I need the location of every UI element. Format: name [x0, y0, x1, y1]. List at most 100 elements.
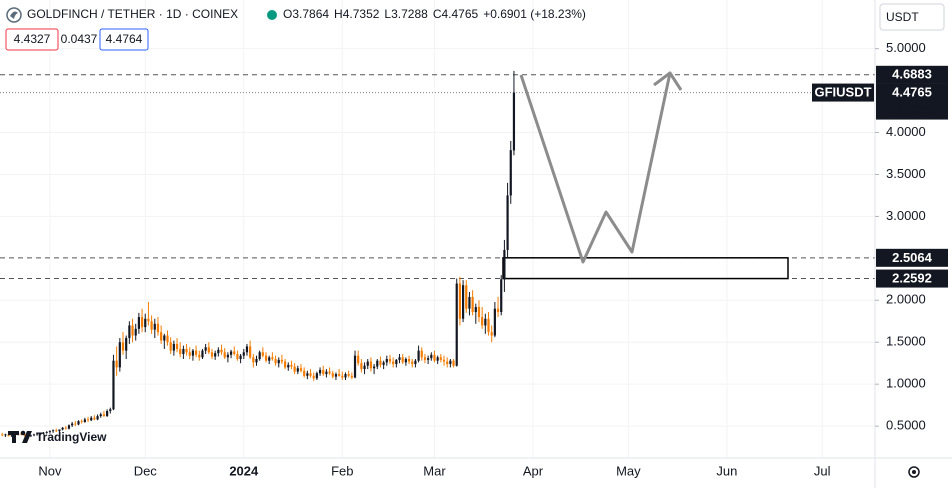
candle-body — [442, 359, 446, 362]
candle-body — [77, 421, 80, 425]
candle-body — [175, 343, 179, 349]
level-label: 2.5064 — [892, 250, 933, 265]
ohlc-value: L3.7288 — [384, 7, 428, 21]
candle-body — [334, 374, 338, 377]
candle-body — [293, 366, 296, 372]
candle-body — [74, 423, 77, 425]
candle-body — [322, 369, 325, 375]
candle-body — [496, 308, 500, 313]
bid-box[interactable] — [5, 28, 59, 51]
candle-body — [210, 352, 214, 357]
y-tick-label: 2.0000 — [886, 292, 926, 307]
candle-body — [363, 365, 366, 370]
x-tick-label: Apr — [523, 463, 544, 478]
candle-body — [102, 414, 106, 417]
candle-body — [353, 355, 357, 378]
logo-part — [22, 431, 32, 443]
candle-body — [195, 350, 198, 355]
candle-body — [404, 359, 407, 363]
candle-body — [198, 354, 201, 358]
candles — [1, 70, 516, 438]
watermark-logo — [8, 430, 32, 443]
candle-body — [366, 361, 369, 366]
candle-body — [51, 430, 55, 432]
candle-body — [376, 360, 379, 367]
market-status — [267, 10, 277, 20]
candle-body — [506, 195, 509, 250]
candle-body — [347, 374, 350, 376]
symbol-logo-mark — [10, 11, 18, 19]
grid — [0, 0, 875, 458]
candle-body — [477, 307, 481, 318]
level-label: 2.2592 — [892, 270, 932, 285]
candle-body — [471, 296, 474, 313]
candle-body — [433, 354, 436, 361]
y-tick-label: 4.0000 — [886, 124, 926, 139]
candle-body — [191, 350, 195, 356]
candle-body — [372, 366, 376, 369]
candle-body — [156, 323, 160, 333]
ohlc-value: H4.7352 — [334, 7, 380, 21]
candle-body — [214, 353, 217, 357]
candle-body — [449, 360, 452, 365]
level-label: 4.6883 — [892, 67, 932, 82]
candle-body — [217, 349, 220, 354]
x-tick-label: Jul — [814, 463, 831, 478]
candle-body — [306, 373, 309, 376]
symbol-label: GFIUSDT — [814, 85, 871, 100]
candle-body — [261, 352, 264, 356]
candle-body — [341, 375, 344, 378]
candle-body — [239, 355, 242, 360]
ask-box[interactable] — [99, 28, 149, 51]
candle-body — [7, 434, 10, 437]
candle-body — [430, 354, 433, 359]
candle-body — [299, 368, 303, 371]
ohlc-legend: O3.7864 H4.7352 L3.7288 C4.4765 +0.6901 (+18… — [283, 7, 586, 21]
candle-body — [436, 357, 439, 361]
candle-body — [48, 431, 52, 432]
currency-label: USDT — [886, 10, 919, 24]
candle-body — [23, 434, 26, 436]
levels — [0, 74, 875, 280]
candle-body — [125, 338, 128, 351]
candle-body — [274, 359, 277, 364]
candle-body — [385, 359, 388, 363]
candle-body — [398, 357, 401, 360]
candle-body — [287, 364, 290, 368]
currency-button[interactable] — [879, 3, 945, 31]
symbol-label-bg — [812, 83, 874, 102]
projection-drawing — [519, 71, 683, 264]
symbol-title[interactable]: GOLDFINCH / TETHER · 1D · COINEX — [27, 7, 238, 21]
spread: 0.0437 — [61, 32, 98, 46]
candle-body — [458, 283, 462, 319]
candle-body — [414, 360, 417, 365]
candle-body — [411, 361, 414, 365]
candle-body — [140, 317, 144, 328]
countdown-label: 13:30:13 — [889, 103, 936, 117]
candle-body — [427, 358, 430, 360]
settings-icon[interactable] — [908, 466, 920, 478]
candle-body — [223, 352, 226, 358]
candle-body — [493, 308, 496, 336]
candle-body — [296, 368, 299, 372]
candle-body — [204, 347, 207, 351]
candle-body — [147, 318, 150, 322]
watermark-text: TradingView — [36, 430, 107, 444]
candle-body — [226, 354, 229, 358]
ohlc-value: O3.7864 — [283, 7, 329, 21]
candle-body — [150, 321, 153, 330]
candle-body — [401, 357, 404, 363]
candle-body — [490, 332, 493, 336]
projection-arrowhead — [653, 71, 683, 91]
candle-body — [503, 249, 506, 280]
candle-body — [338, 374, 341, 376]
candle-body — [255, 359, 258, 363]
candle-body — [55, 430, 58, 432]
candle-body — [312, 375, 315, 379]
ohlc-value: +0.6901 (+18.23%) — [483, 7, 586, 21]
candle-body — [325, 371, 328, 375]
candle-body — [160, 332, 163, 341]
x-tick-label: Feb — [331, 463, 353, 478]
candle-body — [420, 350, 423, 358]
